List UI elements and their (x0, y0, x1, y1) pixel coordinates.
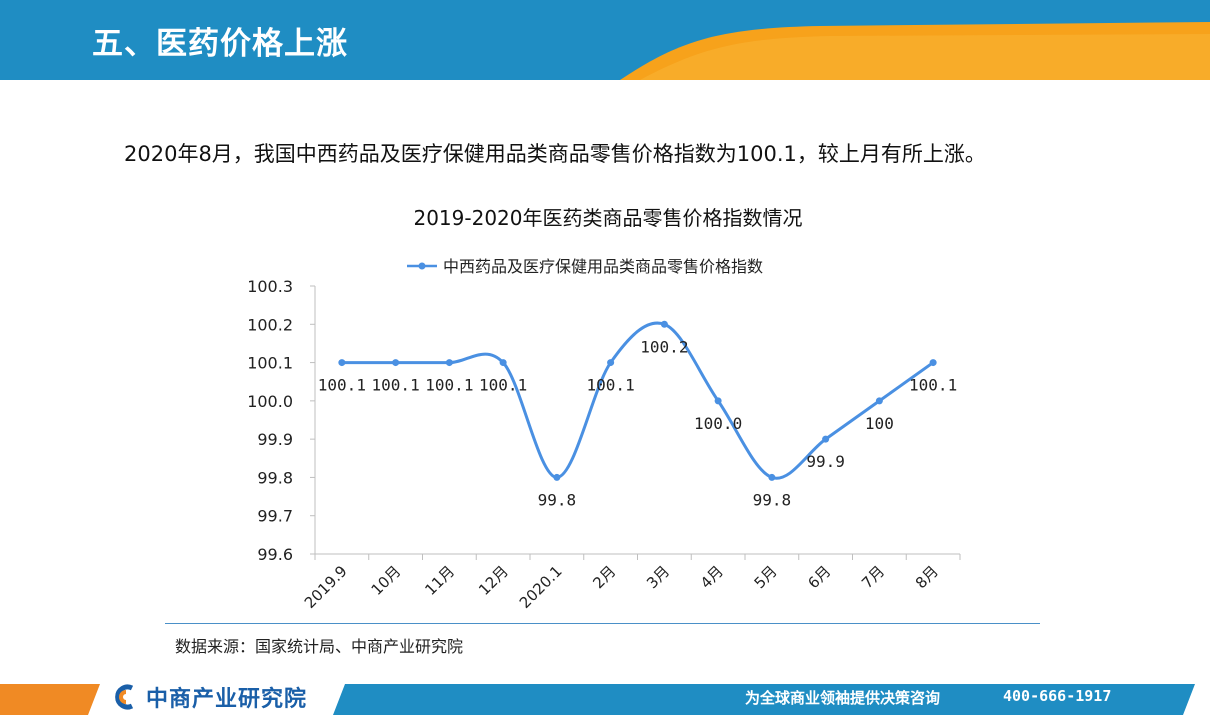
data-point (338, 359, 346, 367)
y-tick-label: 99.8 (257, 468, 293, 487)
footer-logo-text: 中商产业研究院 (146, 687, 308, 712)
y-tick-label: 100.0 (247, 392, 293, 411)
x-tick-label: 3月 (643, 562, 673, 592)
page-title: 五、医药价格上涨 (92, 26, 348, 62)
x-tick-label: 8月 (912, 562, 942, 592)
x-tick-label: 7月 (858, 562, 888, 592)
data-label: 100.0 (694, 414, 742, 433)
x-tick-label: 10月 (368, 562, 405, 599)
source-divider (165, 623, 1040, 624)
data-point (714, 397, 722, 405)
chart-series: 100.1 100.1 100.1 100.1 99.8 100.1 100.2 100.0 9… (318, 320, 957, 509)
data-label: 99.8 (538, 490, 577, 509)
data-point (392, 359, 400, 367)
data-point (553, 473, 561, 481)
data-label: 100 (865, 414, 894, 433)
x-tick-label: 5月 (751, 562, 781, 592)
footer-slogan: 为全球商业领袖提供决策咨询 (745, 689, 941, 707)
y-tick-label: 100.3 (247, 277, 293, 296)
data-source: 数据来源：国家统计局、中商产业研究院 (175, 637, 464, 656)
header-band: 五、医药价格上涨 (0, 0, 1210, 80)
x-tick-label: 2020.1 (516, 562, 566, 612)
data-label: 100.1 (909, 376, 957, 395)
data-label: 99.9 (806, 452, 845, 471)
y-tick-label: 99.6 (257, 545, 293, 564)
data-point (660, 320, 668, 328)
data-point (875, 397, 883, 405)
footer-phone: 400-666-1917 (1003, 687, 1112, 705)
chart-legend: 中西药品及医疗保健用品类商品零售价格指数 (407, 257, 763, 276)
x-tick-label: 2月 (589, 562, 619, 592)
chart-title: 2019-2020年医药类商品零售价格指数情况 (413, 206, 802, 230)
company-logo-icon (115, 684, 134, 710)
data-point (607, 359, 615, 367)
data-point (768, 473, 776, 481)
x-tick-label: 4月 (697, 562, 727, 592)
y-tick-label: 99.9 (257, 430, 293, 449)
x-tick-label: 11月 (421, 562, 458, 599)
chart-axes: 99.6 99.7 99.8 99.9 100.0 100.1 100.2 100.3 2019… (247, 277, 961, 612)
data-label: 100.1 (587, 376, 635, 395)
data-point (822, 435, 830, 443)
data-label: 100.1 (425, 376, 473, 395)
data-label: 100.1 (479, 376, 527, 395)
footer-logo: 中商产业研究院 (112, 681, 307, 713)
data-label: 100.1 (318, 376, 366, 395)
header-background (0, 0, 1210, 80)
data-point (929, 359, 937, 367)
data-label: 100.2 (640, 337, 688, 356)
data-point (499, 359, 507, 367)
x-tick-label: 12月 (475, 562, 512, 599)
x-tick-label: 6月 (804, 562, 834, 592)
footer-background (0, 684, 1195, 715)
data-label: 100.1 (372, 376, 420, 395)
summary-text: 2020年8月，我国中西药品及医疗保健用品类商品零售价格指数为100.1，较上月… (124, 142, 986, 166)
data-label: 99.8 (753, 490, 792, 509)
footer-band (0, 680, 1210, 715)
legend-label: 中西药品及医疗保健用品类商品零售价格指数 (443, 257, 763, 276)
data-point (445, 359, 453, 367)
y-tick-label: 100.1 (247, 354, 293, 373)
y-tick-label: 100.2 (247, 315, 293, 334)
x-tick-label: 2019.9 (301, 562, 351, 612)
legend-marker-swatch (418, 262, 426, 270)
y-tick-label: 99.7 (257, 507, 293, 526)
